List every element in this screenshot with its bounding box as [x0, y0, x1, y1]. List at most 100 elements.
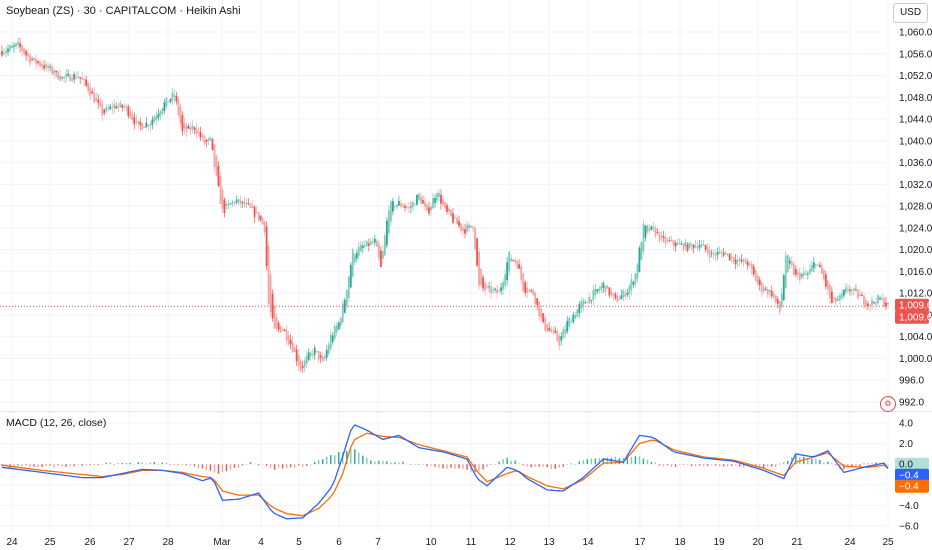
candle-body — [187, 125, 190, 129]
candle-body — [526, 287, 529, 293]
histogram-bar — [330, 455, 332, 465]
candle-body — [241, 201, 244, 203]
candle-body — [724, 253, 727, 255]
histogram-bar — [97, 464, 99, 466]
candle-body — [119, 102, 122, 107]
histogram-bar — [17, 464, 19, 466]
candle-body — [345, 290, 348, 307]
candle-body — [636, 264, 639, 279]
histogram-bar — [666, 464, 669, 466]
candle-body — [355, 252, 358, 259]
candle-body — [211, 138, 214, 150]
candle-body — [718, 251, 721, 254]
candle-body — [766, 289, 769, 295]
candle-body — [632, 282, 635, 285]
histogram-bar — [771, 464, 773, 467]
histogram-bar — [338, 452, 340, 465]
gear-icon[interactable]: ⚙ — [880, 396, 896, 412]
candle-body — [414, 204, 416, 206]
candle-body — [201, 134, 204, 138]
candle-body — [215, 155, 218, 176]
candle-body — [458, 220, 460, 226]
candle-body — [748, 263, 751, 265]
candle-body — [117, 106, 120, 108]
histogram-bar — [714, 464, 717, 466]
candle-body — [233, 202, 236, 204]
candle-body — [726, 253, 729, 255]
candle-body — [293, 346, 296, 352]
candle-body — [540, 308, 543, 318]
histogram-bar — [121, 463, 123, 465]
candle-body — [550, 329, 553, 333]
candle-body — [339, 318, 342, 326]
candle-body — [317, 351, 320, 360]
time-axis[interactable]: 24 25 26 27 28 Mar 4 5 6 7 10 11 12 13 14 17 18 19 20 21 24 2… — [6, 537, 894, 548]
price-tick-label: 1,024.0 — [899, 223, 932, 234]
candle-body — [508, 251, 511, 272]
candle-body — [494, 288, 497, 290]
histogram-bar — [354, 449, 356, 465]
candle-body — [879, 297, 881, 300]
candle-body — [606, 286, 609, 289]
candle-body — [424, 201, 426, 207]
candle-body — [337, 322, 340, 330]
histogram-bar — [358, 452, 360, 465]
histogram-bar — [213, 464, 216, 473]
histogram-bar — [638, 456, 641, 465]
candle-body — [788, 260, 791, 264]
histogram-bar — [534, 464, 536, 467]
price-candles — [1, 37, 889, 374]
last-price-tag: 1,009.6 — [899, 313, 932, 324]
candle-body — [305, 355, 308, 364]
macd-line — [1, 424, 889, 520]
candle-body — [155, 115, 158, 120]
candle-body — [840, 293, 843, 298]
candle-body — [708, 249, 711, 258]
candle-body — [736, 260, 739, 262]
histogram-bar — [350, 447, 352, 465]
candle-body — [688, 242, 691, 248]
candle-body — [436, 193, 438, 201]
last-price-tag-bg — [895, 310, 929, 324]
candle-body — [558, 336, 561, 346]
histogram-bar — [45, 464, 47, 466]
candle-body — [329, 334, 332, 350]
candle-body — [85, 79, 88, 86]
candle-body — [496, 289, 499, 294]
histogram-bar — [779, 463, 781, 465]
candle-body — [482, 277, 484, 289]
candle-body — [91, 91, 94, 94]
candle-body — [239, 200, 242, 205]
price-tick-label: 1,004.0 — [899, 332, 932, 343]
candle-body — [39, 62, 41, 67]
candle-body — [740, 259, 743, 262]
candle-body — [506, 262, 509, 281]
price-axis[interactable]: 992.0996.01,000.01,004.01,008.01,012.01,… — [899, 28, 932, 409]
candle-body — [29, 54, 31, 64]
histogram-bar — [277, 464, 280, 468]
candle-body — [359, 244, 362, 252]
candle-body — [616, 296, 619, 303]
candle-body — [271, 293, 274, 319]
candle-body — [518, 264, 521, 269]
candle-body — [572, 314, 575, 323]
candle-body — [442, 199, 444, 206]
histogram-bar — [85, 464, 87, 466]
candle-body — [830, 291, 833, 303]
candle-body — [448, 208, 450, 212]
currency-button[interactable]: USD — [893, 3, 928, 23]
candle-body — [209, 137, 212, 140]
candle-body — [626, 292, 629, 296]
time-tick-label: 24 — [844, 537, 856, 548]
histogram-bar — [755, 464, 757, 467]
candle-body — [255, 211, 258, 213]
candle-body — [786, 255, 789, 272]
candle-body — [516, 261, 519, 268]
histogram-bar — [775, 464, 777, 467]
price-tick-label: 1,000.0 — [899, 354, 932, 365]
histogram-bar — [402, 461, 404, 465]
candle-body — [373, 238, 376, 243]
price-tick-label: 1,048.0 — [899, 93, 932, 104]
signal-value-tag-bg — [895, 479, 929, 493]
